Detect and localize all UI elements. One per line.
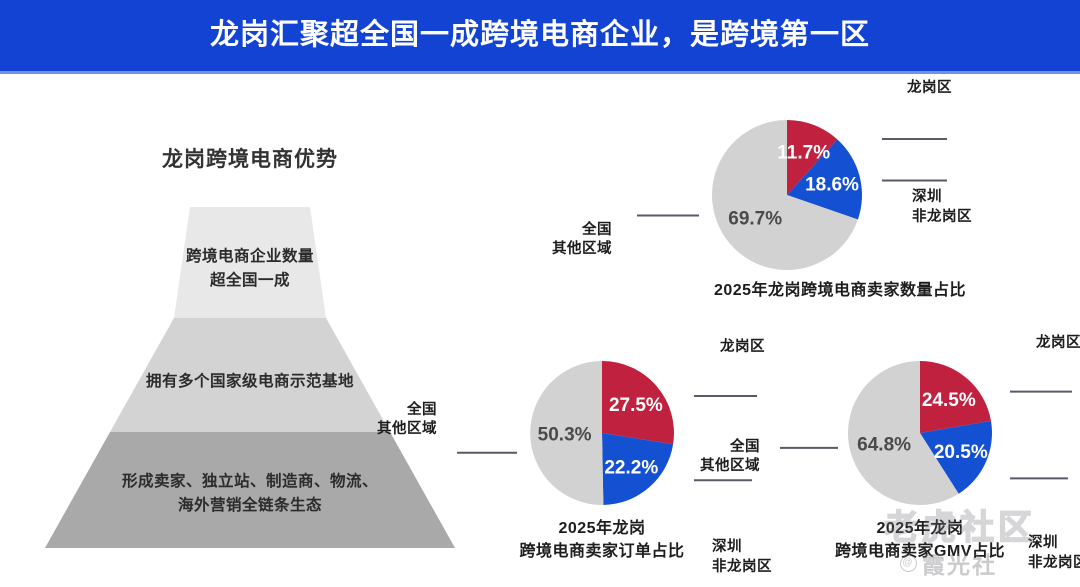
pie-category-label-全国其他区域: 全国其他区域	[377, 401, 437, 440]
pyramid-tier-3-text: 形成卖家、独立站、制造商、物流、 海外营销全链条生态	[0, 470, 500, 518]
pie-chart-gmv-graphic: 24.5% 20.5% 64.8%	[780, 361, 1072, 505]
pie-category-label-龙岗区: 龙岗区	[1036, 334, 1080, 354]
pyramid-tier-2-line-1: 拥有多个国家级电商示范基地	[145, 373, 354, 390]
pie-value-label-深圳非龙岗区: 20.5%	[934, 442, 988, 463]
chart-title-line-1: 2025年龙岗	[876, 520, 964, 537]
pie-value-label-深圳非龙岗区: 18.6%	[805, 174, 859, 195]
pie-value-label-深圳非龙岗区: 22.2%	[604, 458, 658, 479]
pie-slice-深圳非龙岗区	[920, 420, 993, 494]
pie-category-label-line-1: 龙岗区	[907, 80, 952, 96]
pie-slice-深圳非龙岗区	[787, 139, 863, 220]
chart-title-line-1: 2025年龙岗跨境电商卖家数量占比	[713, 282, 967, 299]
pyramid-block: 龙岗跨境电商优势 跨境电商企业数量 超全国一成 拥有多个国家级电商示范基地 形成…	[0, 80, 500, 580]
pie-value-label-龙岗区: 24.5%	[922, 390, 976, 411]
pie-slice-龙岗区	[602, 361, 674, 445]
chart-title-line-2: 跨境电商卖家订单占比	[519, 543, 685, 561]
pie-category-label-line-2: 其他区域	[377, 421, 437, 438]
pyramid-tier-1-shape	[174, 207, 326, 318]
pie-chart-gmv: 24.5% 20.5% 64.8% 2025年龙岗 跨境电商卖家GMV占比 龙岗区深…	[700, 335, 1080, 587]
pie-category-label-line-1: 龙岗区	[720, 338, 765, 355]
pie-category-label-line-1: 全国	[730, 438, 760, 455]
pie-category-label-line-1: 深圳	[712, 539, 742, 556]
pie-category-label-line-2: 非龙岗区	[912, 209, 972, 226]
header-banner: 龙岗汇聚超全国一成跨境电商企业，是跨境第一区	[0, 0, 1080, 71]
pie-chart-gmv-title: 2025年龙岗 跨境电商卖家GMV占比	[770, 517, 1070, 563]
pie-category-label-line-1: 深圳	[912, 189, 942, 206]
pie-chart-sellers-title: 2025年龙岗跨境电商卖家数量占比	[600, 279, 1080, 302]
pyramid-tier-3-line-2: 海外营销全链条生态	[177, 497, 322, 515]
pyramid-tier-3-line-1: 形成卖家、独立站、制造商、物流、	[121, 473, 378, 490]
pie-value-label-全国其他区域: 69.7%	[728, 209, 782, 230]
pie-category-label-深圳非龙岗区: 深圳非龙岗区	[712, 538, 772, 577]
pyramid-heading: 龙岗跨境电商优势	[162, 148, 338, 171]
pie-slice-全国其他区域	[712, 120, 858, 270]
chart-title-line-1: 2025年龙岗	[558, 520, 646, 537]
page-title: 龙岗汇聚超全国一成跨境电商企业，是跨境第一区	[209, 19, 870, 51]
pie-slice-深圳非龙岗区	[602, 433, 674, 505]
pie-category-label-line-2: 非龙岗区	[712, 558, 772, 575]
pie-category-label-line-2: 其他区域	[700, 458, 760, 475]
pie-slice-全国其他区域	[847, 361, 959, 505]
pie-category-label-龙岗区: 龙岗区	[907, 79, 952, 99]
pyramid-tier-2-text: 拥有多个国家级电商示范基地	[0, 370, 500, 394]
chart-title-line-2: 跨境电商卖家GMV占比	[835, 543, 1005, 561]
pie-category-label-line-2: 非龙岗区	[1028, 554, 1080, 571]
pie-slice-全国其他区域	[530, 361, 604, 505]
pyramid-tier-1-text: 跨境电商企业数量 超全国一成	[0, 245, 500, 293]
pie-chart-orders-title: 2025年龙岗 跨境电商卖家订单占比	[452, 517, 752, 563]
pie-category-label-深圳非龙岗区: 深圳非龙岗区	[912, 188, 972, 227]
pyramid-tier-3-shape	[45, 432, 455, 548]
pie-category-label-龙岗区: 龙岗区	[720, 338, 765, 358]
banner-underline	[0, 71, 1080, 74]
pie-category-label-line-2: 其他区域	[552, 241, 612, 258]
pie-category-label-全国其他区域: 全国其他区域	[552, 221, 612, 260]
pie-category-label-line-1: 全国	[582, 221, 612, 238]
pie-chart-orders-graphic: 27.5% 22.2% 50.3%	[457, 361, 757, 505]
pyramid-tier-1-line-2: 超全国一成	[209, 272, 290, 290]
pie-category-label-line-1: 全国	[407, 401, 437, 418]
pyramid-shape	[45, 207, 455, 548]
pie-value-label-龙岗区: 11.7%	[777, 143, 830, 164]
pyramid-tier-2-shape	[110, 318, 390, 432]
pyramid-tier-1-line-1: 跨境电商企业数量	[185, 248, 314, 265]
pie-slice-龙岗区	[920, 361, 991, 433]
pie-category-label-全国其他区域: 全国其他区域	[700, 438, 760, 477]
pie-slice-龙岗区	[787, 120, 838, 195]
pie-value-label-全国其他区域: 50.3%	[538, 424, 592, 445]
pie-category-label-line-1: 深圳	[1028, 535, 1058, 552]
pie-chart-sellers-graphic: 11.7% 18.6% 69.7%	[637, 120, 947, 270]
pie-chart-sellers: 11.7% 18.6% 69.7% 2025年龙岗跨境电商卖家数量占比 龙岗区深圳非…	[552, 80, 1080, 305]
pie-category-label-line-1: 龙岗区	[1036, 334, 1080, 351]
pie-value-label-龙岗区: 27.5%	[609, 395, 663, 416]
pie-chart-orders: 27.5% 22.2% 50.3% 2025年龙岗 跨境电商卖家订单占比 龙岗区深圳…	[377, 339, 800, 587]
pie-value-label-全国其他区域: 64.8%	[857, 435, 911, 456]
